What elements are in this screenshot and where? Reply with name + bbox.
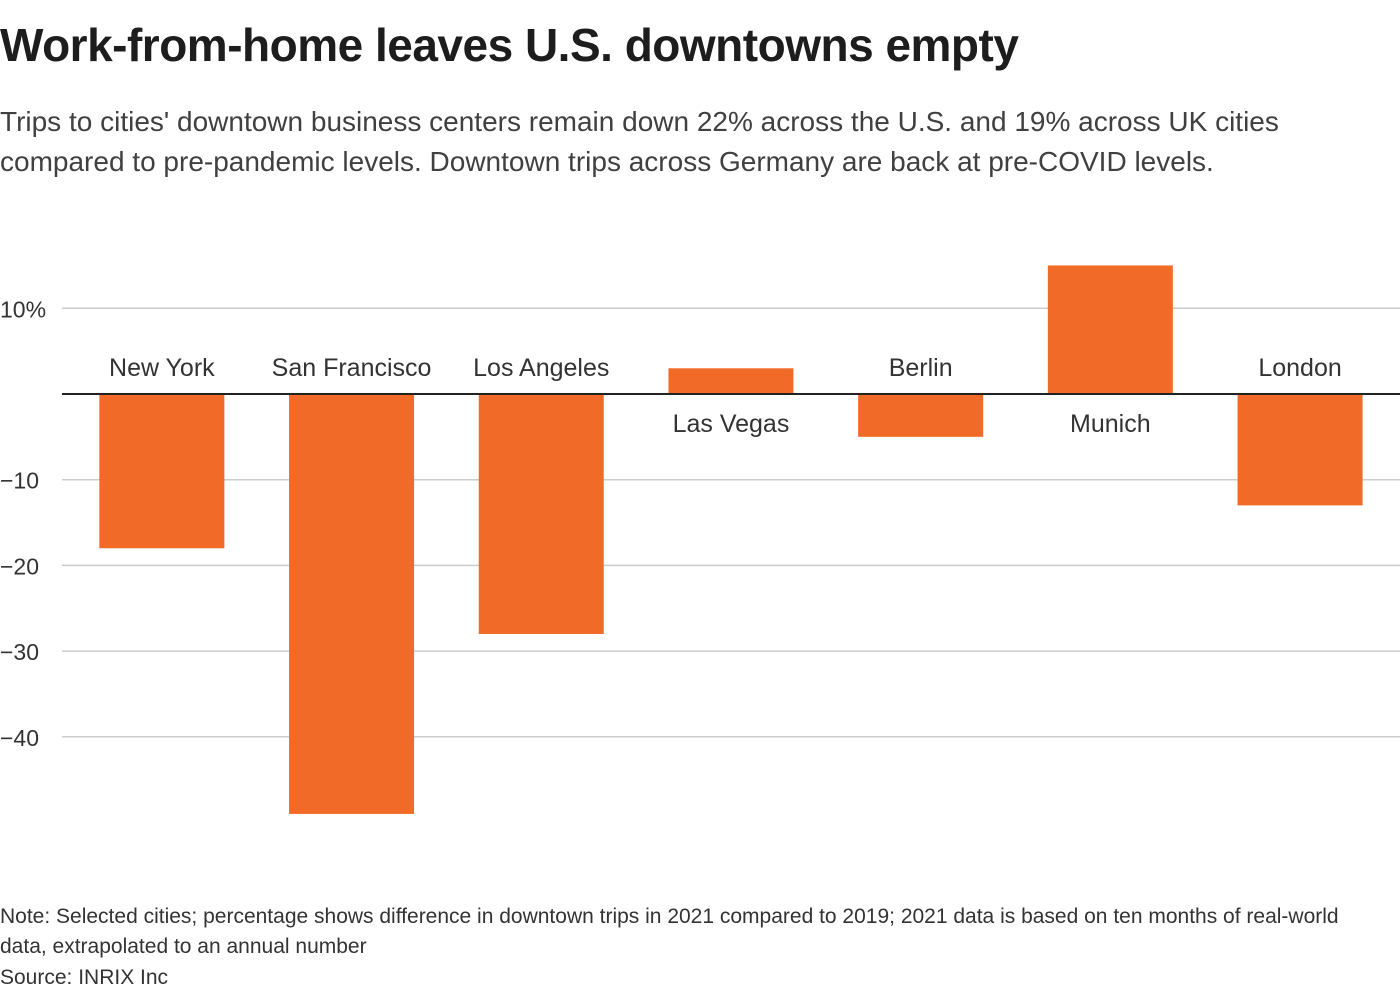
bar-munich xyxy=(1047,265,1173,394)
y-tick-label: −20 xyxy=(0,553,39,579)
y-tick-label: −10 xyxy=(0,468,39,494)
category-label: Las Vegas xyxy=(673,410,790,438)
y-tick-label: 10% xyxy=(0,296,46,322)
category-labels: New York San Francisco Los Angeles Las Vega… xyxy=(109,354,1342,438)
category-label: Berlin xyxy=(889,354,953,382)
category-label: London xyxy=(1258,354,1341,382)
category-label: Los Angeles xyxy=(473,354,609,382)
y-tick-label: −40 xyxy=(0,725,39,751)
bar-berlin xyxy=(858,394,984,437)
y-axis-ticks: 10% −10 −20 −30 −40 xyxy=(0,296,46,751)
grid-lines xyxy=(62,307,1400,738)
chart-source: Source: INRIX Inc xyxy=(0,966,169,989)
bar-london xyxy=(1237,394,1363,506)
bar-new-york xyxy=(99,394,225,549)
bar-las-vegas xyxy=(668,368,794,394)
bar-chart: 10% −10 −20 −30 −40 New York San Francisco Los… xyxy=(0,265,1400,814)
bars xyxy=(99,265,1363,814)
category-label: New York xyxy=(109,354,215,382)
y-tick-label: −30 xyxy=(0,639,39,665)
chart-subtitle: Trips to cities' downtown business cente… xyxy=(0,106,1279,177)
chart-note: Note: Selected cities; percentage shows … xyxy=(0,905,1339,958)
category-label: Munich xyxy=(1070,410,1151,438)
category-label: San Francisco xyxy=(272,354,432,382)
chart-title: Work-from-home leaves U.S. downtowns emp… xyxy=(0,19,1019,71)
bar-los-angeles xyxy=(478,394,604,634)
bar-san-francisco xyxy=(289,394,415,814)
